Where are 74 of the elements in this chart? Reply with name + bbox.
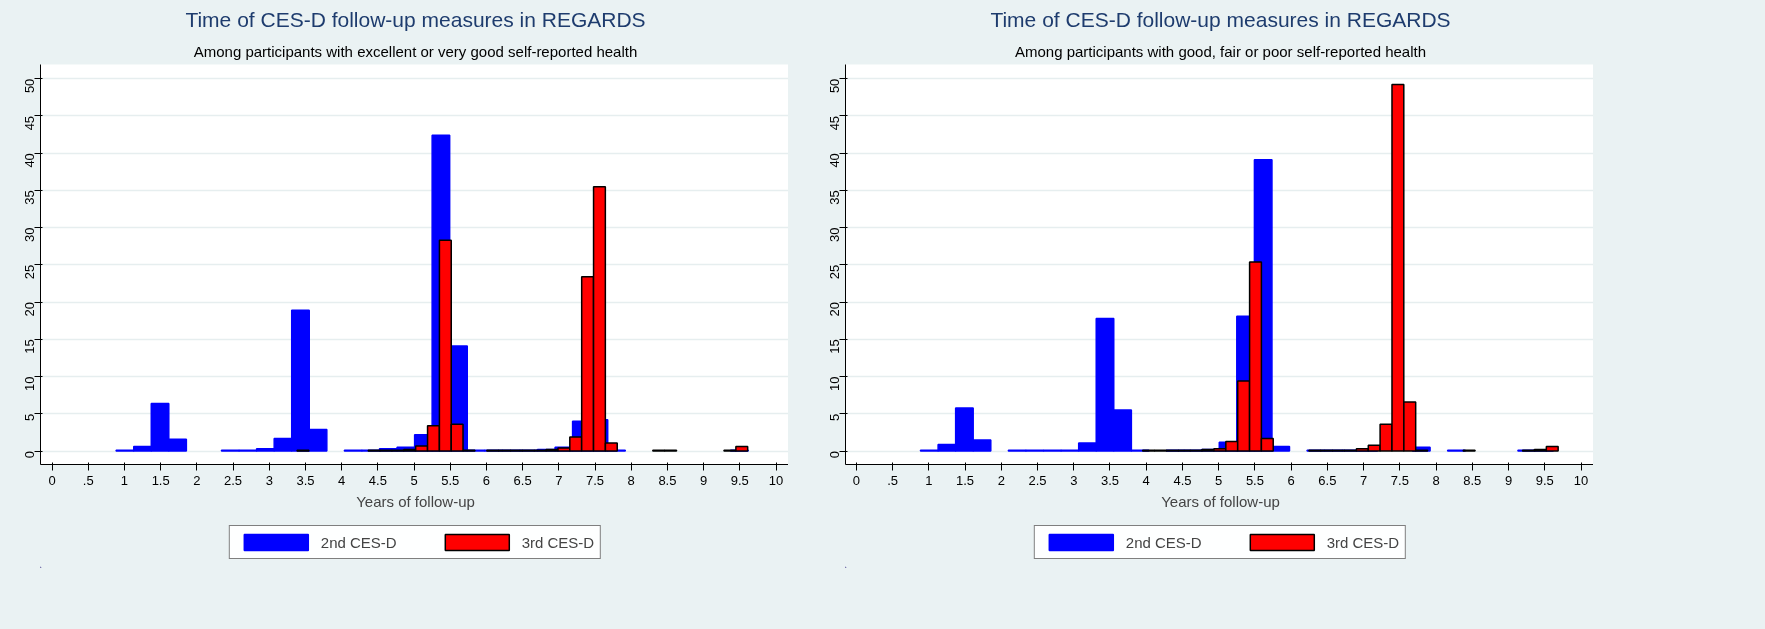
x-tick-label: 5 — [410, 472, 418, 488]
y-tick-label: 30 — [827, 227, 842, 243]
x-tick-label: 5.5 — [1245, 472, 1264, 488]
x-tick-label: 0 — [48, 472, 56, 488]
chart-subtitle: Among participants with excellent or very good self-reported health — [193, 42, 638, 60]
chart-title: Time of CES-D follow-up measures in REGARDS — [185, 7, 646, 31]
x-tick-label: 2 — [997, 472, 1005, 488]
x-tick-label: 7.5 — [586, 472, 605, 488]
x-tick-label: 8.5 — [658, 472, 677, 488]
x-tick-label: 8.5 — [1463, 472, 1482, 488]
x-tick-label: 7 — [1360, 472, 1368, 488]
legend-label: 3rd CES-D — [1326, 533, 1400, 551]
y-tick-label: 10 — [22, 376, 37, 392]
y-tick-label: 50 — [22, 78, 37, 94]
x-tick-label: 4 — [338, 472, 346, 488]
y-tick-label: 40 — [827, 153, 842, 168]
y-tick-label: 15 — [22, 339, 37, 354]
x-tick-label: 8 — [1432, 472, 1440, 488]
y-tick-label: 0 — [22, 451, 37, 459]
x-tick-label: 6 — [482, 472, 491, 488]
x-tick-label: 2.5 — [1028, 472, 1047, 488]
legend-label: 2nd CES-D — [1125, 533, 1202, 551]
y-tick-label: 25 — [22, 264, 37, 280]
y-tick-label: 5 — [22, 413, 37, 422]
y-tick-label: 10 — [827, 376, 842, 392]
x-tick-label: 4.5 — [1173, 472, 1192, 488]
y-tick-label: 0 — [827, 451, 842, 459]
x-tick-label: 10 — [768, 472, 784, 488]
x-tick-label: 6.5 — [513, 472, 532, 488]
x-axis-title: Years of follow-up — [1161, 492, 1280, 510]
x-tick-label: 9 — [1504, 472, 1513, 488]
x-tick-label: 5 — [1215, 472, 1223, 488]
x-tick-label: 8 — [627, 472, 635, 488]
y-tick-label: 45 — [827, 115, 842, 131]
chart-subtitle: Among participants with good, fair or poor self-reported health — [1014, 42, 1427, 60]
x-tick-label: 10 — [1573, 472, 1589, 488]
y-tick-label: 45 — [22, 115, 37, 131]
legend-label: 3rd CES-D — [521, 533, 595, 551]
chart-title: Time of CES-D follow-up measures in REGARDS — [990, 7, 1451, 31]
x-tick-label: 5.5 — [441, 472, 460, 488]
x-tick-label: 3 — [265, 472, 273, 488]
y-tick-label: 15 — [827, 339, 842, 354]
y-tick-label: 50 — [827, 78, 842, 94]
x-tick-label: 2 — [193, 472, 201, 488]
x-tick-label: 9 — [700, 472, 708, 488]
x-tick-label: 6 — [1287, 472, 1295, 488]
legend-label: 2nd CES-D — [320, 533, 397, 551]
x-tick-label: 7.5 — [1390, 472, 1409, 488]
y-tick-label: 20 — [22, 302, 37, 317]
x-tick-label: 2.5 — [224, 472, 243, 488]
x-tick-label: 7 — [555, 472, 563, 488]
x-tick-label: 4.5 — [368, 472, 387, 488]
x-tick-label: 3 — [1070, 472, 1078, 488]
x-tick-label: 1 — [925, 472, 933, 488]
y-tick-label: 5 — [827, 413, 842, 422]
x-tick-label: .5 — [82, 472, 94, 488]
y-tick-label: 20 — [827, 302, 842, 317]
x-tick-label: 9.5 — [730, 472, 749, 488]
x-tick-label: 4 — [1142, 472, 1150, 488]
y-tick-label: 30 — [22, 227, 37, 243]
x-tick-label: 1.5 — [151, 472, 170, 488]
x-tick-label: 3.5 — [296, 472, 315, 488]
y-tick-label: 35 — [827, 190, 842, 205]
x-tick-label: 3.5 — [1100, 472, 1120, 488]
y-tick-label: 40 — [22, 153, 37, 168]
x-tick-label: 9.5 — [1535, 472, 1554, 488]
x-tick-label: 1 — [120, 472, 129, 488]
y-tick-label: 35 — [22, 190, 37, 205]
x-axis-title: Years of follow-up — [356, 492, 475, 510]
x-tick-label: 0 — [852, 472, 860, 488]
y-tick-label: 25 — [827, 264, 842, 280]
x-tick-label: .5 — [887, 472, 899, 488]
x-tick-label: 1.5 — [956, 472, 975, 488]
x-tick-label: 6.5 — [1318, 472, 1337, 488]
